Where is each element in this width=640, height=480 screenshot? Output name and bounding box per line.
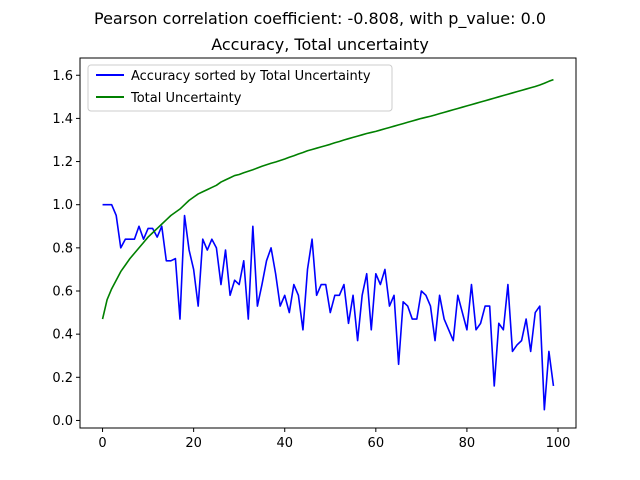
y-tick-label: 1.2 (52, 155, 73, 170)
chart-subtitle: Accuracy, Total uncertainty (211, 35, 429, 54)
series-total-uncertainty-line (101, 78, 554, 320)
legend-box (87, 64, 393, 112)
x-axis: 0 20 40 60 80 100 (98, 428, 570, 451)
y-tick-label: 0.6 (52, 285, 73, 300)
plot-frame (79, 57, 577, 429)
y-axis: 0.0 0.2 0.4 0.6 0.8 1.0 1.2 1.4 1.6 (52, 69, 80, 429)
x-tick-label: 100 (546, 436, 571, 451)
y-tick-label: 0.4 (52, 328, 73, 343)
x-tick-label: 60 (368, 436, 385, 451)
y-tick-label: 1.6 (52, 69, 73, 84)
legend: Accuracy sorted by Total Uncertainty Tot… (87, 64, 393, 112)
y-tick-label: 1.4 (52, 112, 73, 127)
y-tick-label: 0.8 (52, 241, 73, 256)
x-tick-label: 80 (459, 436, 476, 451)
legend-label-accuracy: Accuracy sorted by Total Uncertainty (131, 69, 371, 84)
x-tick-label: 20 (185, 436, 202, 451)
plot-series (101, 78, 555, 411)
legend-label-uncertainty: Total Uncertainty (130, 91, 242, 106)
chart-title: Pearson correlation coefficient: -0.808,… (94, 9, 546, 29)
x-tick-label: 40 (276, 436, 293, 451)
x-tick-label: 0 (98, 436, 106, 451)
series-accuracy-line (102, 203, 555, 411)
y-tick-label: 0.2 (52, 371, 73, 386)
y-tick-label: 0.0 (52, 414, 73, 429)
y-tick-label: 1.0 (52, 198, 73, 213)
